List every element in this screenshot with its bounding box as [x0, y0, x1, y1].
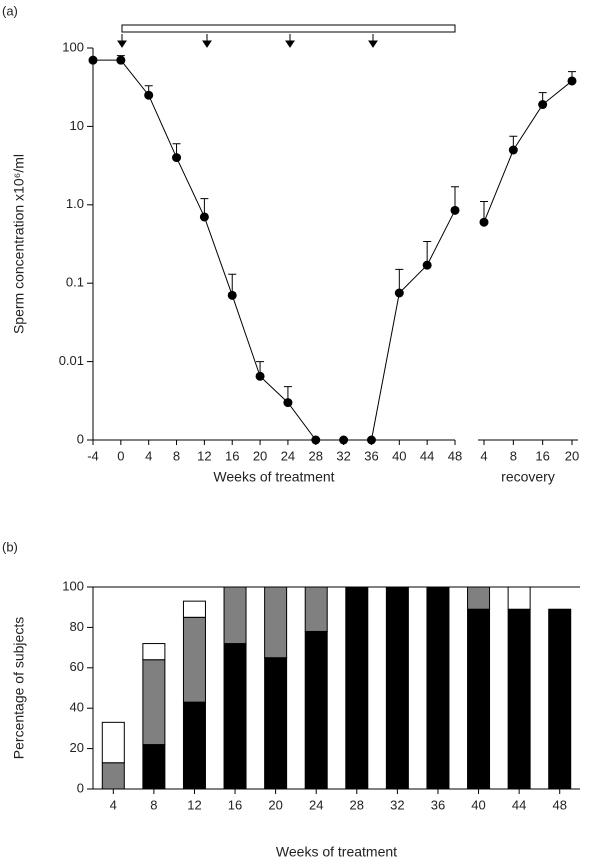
x-tick-label: 44: [420, 448, 434, 463]
x-tick-label: 36: [431, 797, 445, 812]
point: [283, 398, 293, 408]
arrow: [368, 34, 378, 48]
x-tick-label: 8: [173, 448, 180, 463]
bar-segment: [182, 701, 206, 790]
arrow: [202, 34, 212, 48]
x-tick-label: 16: [228, 797, 242, 812]
point: [508, 145, 518, 155]
x-tick-label: 36: [364, 448, 378, 463]
arrow: [285, 34, 295, 48]
bar-segment: [182, 616, 206, 703]
y-axis-label: Sperm concentration x10⁶/ml: [11, 154, 27, 334]
bar-segment: [467, 608, 491, 790]
x-tick-label: 28: [350, 797, 364, 812]
y-tick-label: 40: [70, 700, 84, 715]
x-tick-label: 16: [225, 448, 239, 463]
x-axis-label: Weeks of treatment: [213, 469, 334, 485]
panel-label: (b): [2, 539, 18, 554]
point: [227, 290, 237, 300]
point: [199, 212, 209, 222]
point: [538, 100, 548, 110]
point: [116, 55, 126, 65]
y-tick-label: 0: [77, 431, 84, 446]
line: [483, 80, 573, 223]
bar-segment: [507, 608, 531, 790]
bar-segment: [345, 586, 369, 790]
point: [339, 435, 349, 445]
injection-arrows: [117, 34, 378, 48]
x-tick-label: 24: [281, 448, 295, 463]
y-tick-label: 80: [70, 619, 84, 634]
arrow: [117, 34, 127, 48]
bar-segment: [142, 643, 166, 661]
x-axis-label: recovery: [501, 469, 555, 485]
x-tick-label: 16: [535, 448, 549, 463]
panel-label: (a): [2, 3, 18, 18]
y-tick-label: 60: [70, 659, 84, 674]
y-tick-label: 100: [62, 578, 84, 593]
point: [88, 55, 98, 65]
bar-segment: [467, 586, 491, 610]
x-tick-label: 28: [309, 448, 323, 463]
x-tick-label: 32: [336, 448, 350, 463]
y-tick-label: 0.01: [59, 353, 84, 368]
x-tick-label: 24: [309, 797, 323, 812]
bar-segment: [304, 630, 328, 790]
x-tick-label: -4: [87, 448, 99, 463]
bar-segment: [182, 600, 206, 618]
x-tick-label: 0: [117, 448, 124, 463]
x-axis-label: Weeks of treatment: [276, 844, 397, 860]
y-tick-label: 0: [77, 780, 84, 795]
treatment-period-bar: [121, 24, 456, 33]
point: [450, 205, 460, 215]
y-tick-label: 100: [62, 39, 84, 54]
bar-segment: [304, 586, 328, 632]
point: [311, 435, 321, 445]
x-tick-label: 48: [552, 797, 566, 812]
bar-segment: [548, 608, 572, 790]
point: [394, 288, 404, 298]
bar-segment: [101, 721, 125, 764]
x-tick-label: 40: [392, 448, 406, 463]
x-tick-label: 12: [187, 797, 201, 812]
bar-segment: [101, 762, 125, 790]
x-tick-label: 8: [510, 448, 517, 463]
y-tick-label: 10: [70, 118, 84, 133]
point: [479, 217, 489, 227]
x-tick-label: 40: [471, 797, 485, 812]
y-tick-label: 1.0: [66, 196, 84, 211]
point: [172, 153, 182, 163]
x-tick-label: 4: [480, 448, 487, 463]
x-tick-label: 20: [253, 448, 267, 463]
x-tick-label: 32: [390, 797, 404, 812]
y-tick-label: 20: [70, 740, 84, 755]
x-tick-label: 48: [448, 448, 462, 463]
point: [255, 371, 265, 381]
line: [93, 59, 456, 441]
point: [144, 90, 154, 100]
x-tick-label: 12: [197, 448, 211, 463]
bar-segment: [264, 657, 288, 790]
x-tick-label: 20: [565, 448, 579, 463]
x-tick-label: 44: [512, 797, 526, 812]
bar-segment: [385, 586, 409, 790]
x-tick-label: 20: [268, 797, 282, 812]
bar-segment: [142, 744, 166, 790]
x-tick-label: 8: [150, 797, 157, 812]
bar-segment: [507, 586, 531, 610]
x-tick-label: 4: [145, 448, 152, 463]
point: [567, 76, 577, 86]
bar-segment: [426, 586, 450, 790]
y-axis-label: Percentage of subjects: [11, 617, 27, 759]
bar-segment: [223, 586, 247, 645]
point: [366, 435, 376, 445]
bar-segment: [142, 659, 166, 746]
bar-segment: [223, 643, 247, 790]
point: [422, 260, 432, 270]
x-tick-label: 4: [110, 797, 117, 812]
y-tick-label: 0.1: [66, 275, 84, 290]
bar-segment: [264, 586, 288, 659]
